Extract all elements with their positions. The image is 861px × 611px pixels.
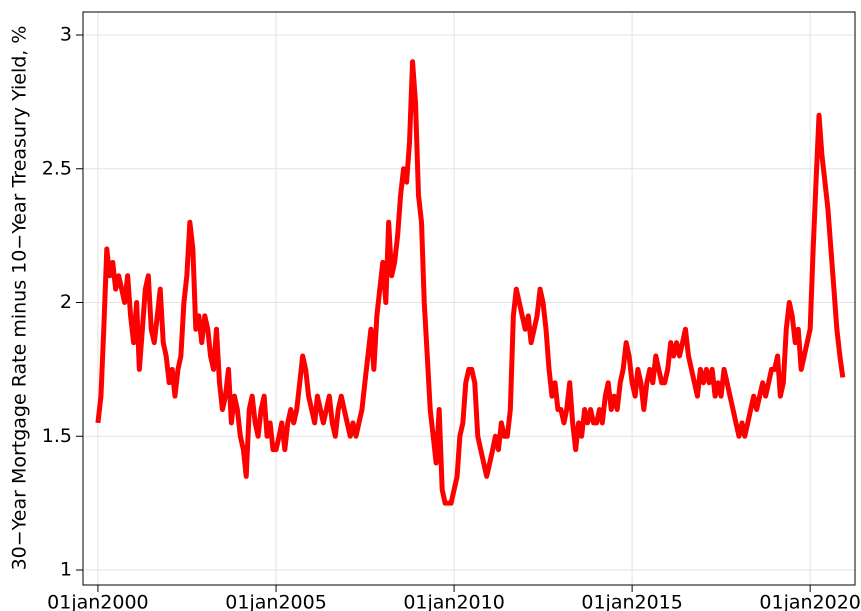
x-tick-label: 01jan2005 [225, 592, 327, 611]
y-axis-label: 30−Year Mortgage Rate minus 10−Year Trea… [9, 26, 31, 571]
plot-area [95, 59, 846, 506]
x-tick-label: 01jan2020 [759, 592, 861, 611]
y-tick-label: 3 [60, 24, 72, 46]
axes: 1 1.5 2 2.5 3 01jan2000 01jan2005 01jan2010 01ja… [42, 24, 861, 611]
plot-frame [82, 11, 856, 586]
y-tick-label: 1.5 [42, 425, 72, 447]
x-tick-label: 01jan2015 [581, 592, 683, 611]
y-tick-label: 1 [60, 559, 72, 581]
y-tick-label: 2 [60, 291, 72, 313]
grid [83, 12, 855, 585]
x-tick-label: 01jan2000 [47, 592, 149, 611]
data-line [95, 59, 846, 506]
y-tick-label: 2.5 [42, 157, 72, 179]
x-tick-label: 01jan2010 [403, 592, 505, 611]
